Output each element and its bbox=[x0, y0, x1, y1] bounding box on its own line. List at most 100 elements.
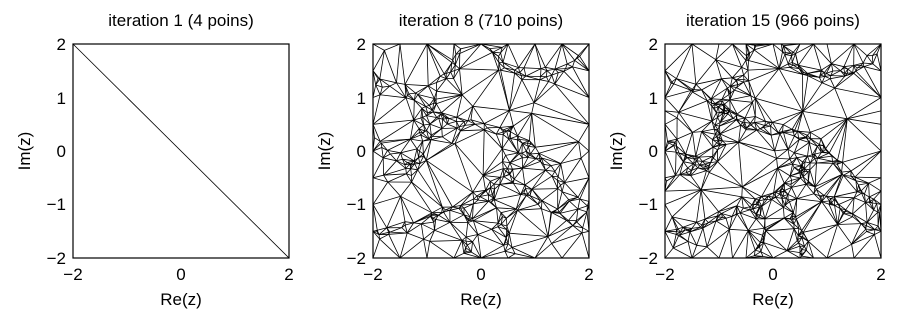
mesh-edge bbox=[479, 196, 489, 202]
mesh-edge bbox=[748, 230, 761, 243]
mesh-edge bbox=[454, 54, 457, 65]
mesh-edge bbox=[741, 196, 756, 200]
mesh-edge bbox=[473, 198, 479, 201]
mesh-edge bbox=[791, 111, 804, 130]
mesh-edge bbox=[538, 153, 540, 159]
mesh-edge bbox=[425, 160, 443, 208]
mesh-edge bbox=[736, 119, 742, 126]
mesh-edge bbox=[426, 160, 473, 193]
mesh-edge bbox=[514, 72, 522, 77]
mesh-edge bbox=[548, 81, 555, 85]
mesh-edge bbox=[456, 116, 465, 122]
mesh-edge bbox=[804, 246, 807, 251]
mesh-edge bbox=[799, 136, 806, 140]
mesh-edge bbox=[512, 169, 515, 180]
mesh-edge bbox=[502, 161, 508, 170]
mesh-edge bbox=[852, 70, 857, 74]
mesh-edge bbox=[426, 115, 431, 125]
mesh-edge bbox=[502, 62, 505, 68]
mesh-edge bbox=[872, 63, 882, 72]
mesh-edge bbox=[664, 174, 681, 192]
mesh-edge bbox=[497, 226, 507, 238]
mesh-edge bbox=[837, 216, 853, 225]
mesh-edge bbox=[527, 142, 532, 145]
mesh-edge bbox=[778, 68, 804, 112]
mesh-edge bbox=[724, 103, 731, 111]
mesh-edge bbox=[724, 109, 729, 114]
mesh-edge bbox=[494, 199, 517, 210]
mesh-edge bbox=[820, 72, 825, 76]
mesh-edge bbox=[565, 63, 568, 69]
mesh-edge bbox=[664, 110, 679, 113]
x-tick-label: 0 bbox=[768, 265, 777, 284]
mesh-edge bbox=[712, 136, 717, 140]
mesh-edge bbox=[865, 202, 874, 211]
mesh-edge bbox=[480, 244, 504, 259]
x-tick-label: −2 bbox=[655, 265, 674, 284]
mesh-edge bbox=[794, 111, 804, 131]
mesh-edge bbox=[404, 163, 410, 166]
mesh-edge bbox=[493, 199, 497, 208]
x-tick-label: −2 bbox=[363, 265, 382, 284]
mesh-edge bbox=[692, 131, 702, 133]
mesh-edge bbox=[529, 154, 537, 160]
mesh-edge bbox=[454, 130, 461, 144]
mesh-edge bbox=[664, 70, 677, 79]
mesh-edge bbox=[672, 235, 679, 249]
mesh-edge bbox=[747, 218, 757, 231]
mesh-edge bbox=[789, 163, 793, 176]
mesh-edge bbox=[459, 68, 463, 95]
mesh-edge bbox=[372, 119, 414, 125]
mesh-edge bbox=[442, 136, 453, 144]
mesh-edge bbox=[501, 148, 506, 156]
y-tick-label: 2 bbox=[357, 35, 366, 54]
mesh-edge bbox=[572, 221, 578, 226]
mesh-edge bbox=[795, 201, 822, 218]
mesh-edge bbox=[372, 70, 381, 80]
mesh-edge bbox=[519, 67, 525, 73]
mesh-edge bbox=[787, 135, 795, 150]
mesh-edge bbox=[678, 100, 708, 113]
mesh-edge bbox=[388, 232, 408, 235]
mesh-edge bbox=[784, 187, 792, 191]
mesh-edge bbox=[863, 66, 882, 72]
mesh-edge bbox=[824, 72, 827, 74]
mesh-edge bbox=[543, 164, 546, 171]
mesh-edge bbox=[739, 207, 744, 214]
mesh-edge bbox=[419, 150, 424, 155]
mesh-edge bbox=[779, 133, 789, 150]
mesh-edge bbox=[826, 195, 835, 198]
mesh-edge bbox=[546, 70, 553, 76]
mesh-edge bbox=[460, 125, 466, 132]
mesh-edge bbox=[729, 109, 738, 115]
mesh-edge bbox=[784, 54, 789, 65]
mesh-edge bbox=[789, 152, 795, 160]
mesh-edge bbox=[717, 141, 739, 162]
mesh-edge bbox=[763, 242, 788, 251]
mesh-edge bbox=[868, 177, 882, 184]
mesh-edge bbox=[502, 155, 506, 162]
mesh-edge bbox=[372, 195, 401, 205]
mesh-edge bbox=[438, 214, 451, 223]
mesh-edge bbox=[674, 138, 678, 143]
mesh-edge bbox=[666, 175, 676, 182]
mesh-edge bbox=[498, 69, 510, 111]
mesh-edge bbox=[470, 119, 485, 124]
mesh-edge bbox=[551, 68, 556, 76]
mesh-edge bbox=[741, 196, 744, 209]
mesh-edge bbox=[742, 186, 762, 197]
mesh-edge bbox=[533, 79, 541, 103]
mesh-edge bbox=[664, 43, 693, 72]
mesh-edge bbox=[872, 43, 882, 56]
mesh-edge bbox=[676, 117, 693, 133]
mesh-edge bbox=[432, 103, 435, 111]
mesh-edge bbox=[388, 234, 401, 259]
mesh-edge bbox=[784, 217, 791, 220]
mesh-edge bbox=[834, 196, 855, 199]
mesh-edge bbox=[789, 158, 793, 163]
mesh-edge bbox=[445, 206, 453, 211]
mesh-edge bbox=[404, 224, 408, 234]
mesh-edge bbox=[765, 230, 788, 251]
mesh-edge bbox=[783, 206, 794, 213]
